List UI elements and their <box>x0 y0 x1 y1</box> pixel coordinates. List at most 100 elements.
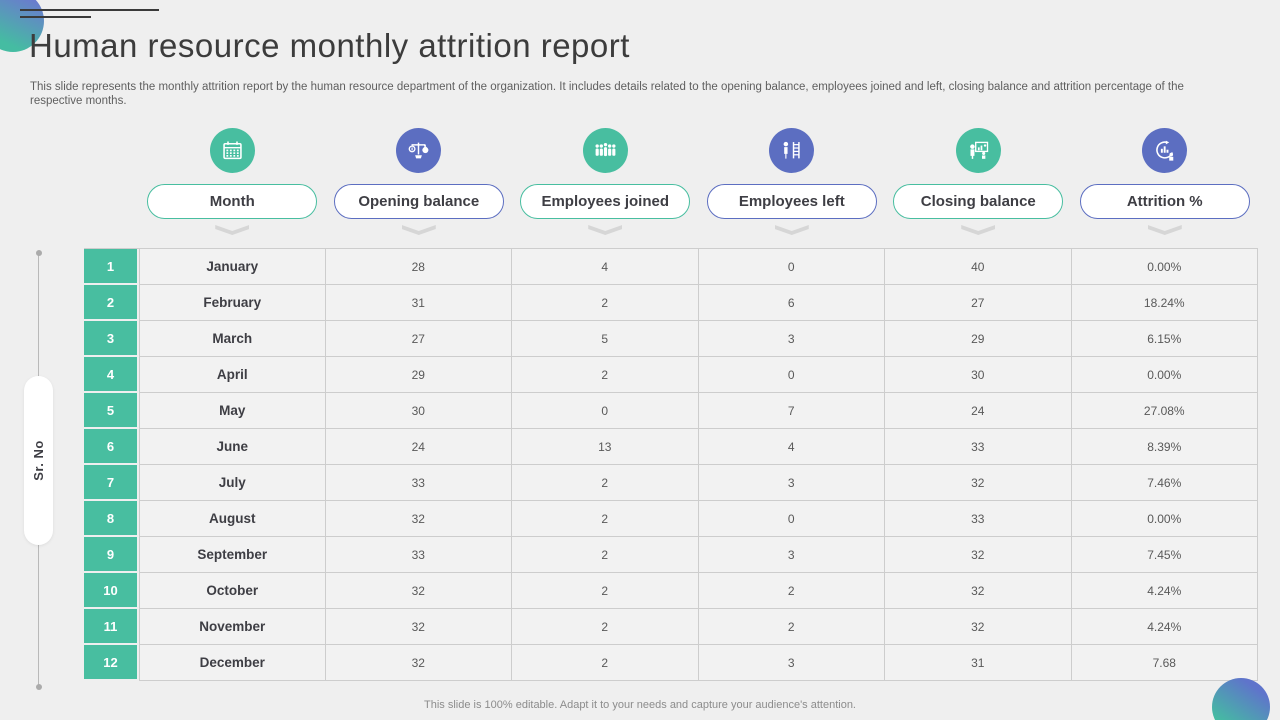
month-cell: October <box>139 573 326 609</box>
employees-left-cell: 3 <box>698 537 885 573</box>
opening-balance-cell: 32 <box>325 645 512 681</box>
column-header-attrition[interactable]: Attrition % <box>1079 184 1250 219</box>
opening-balance-cell: 32 <box>325 609 512 645</box>
closing-balance-cell: 27 <box>885 285 1072 321</box>
chevron-down-icon <box>215 225 250 235</box>
title-accent-line-long <box>20 9 159 11</box>
column-header-closing-balance[interactable]: Closing balance <box>893 184 1064 219</box>
column-header-employees-left[interactable]: Employees left <box>706 184 877 219</box>
opening-balance-cell: 30 <box>325 393 512 429</box>
chevron-down-icon <box>588 225 623 235</box>
calendar-icon <box>209 128 255 173</box>
employees-left-cell: 4 <box>698 429 885 465</box>
column-header-group: Employees joined <box>512 128 699 235</box>
employees-left-cell: 3 <box>698 465 885 501</box>
closing-balance-cell: 32 <box>885 609 1072 645</box>
opening-balance-cell: 31 <box>325 285 512 321</box>
column-header-label: Opening balance <box>358 193 480 210</box>
sr-no-label-pill: Sr. No <box>24 376 53 545</box>
row-number-cell: 4 <box>84 357 139 393</box>
slide-description: This slide represents the monthly attrit… <box>30 81 1184 107</box>
employees-left-cell: 6 <box>698 285 885 321</box>
employees-joined-cell: 5 <box>512 321 699 357</box>
closing-balance-cell: 30 <box>885 357 1072 393</box>
attrition-cell: 0.00% <box>1071 249 1258 285</box>
row-number-cell: 1 <box>84 249 139 285</box>
attrition-cell: 27.08% <box>1071 393 1258 429</box>
closing-balance-cell: 32 <box>885 573 1072 609</box>
sr-no-label: Sr. No <box>31 440 47 481</box>
attrition-cell: 8.39% <box>1071 429 1258 465</box>
row-number-cell: 10 <box>84 573 139 609</box>
closing-balance-cell: 32 <box>885 537 1072 573</box>
employees-left-cell: 2 <box>698 609 885 645</box>
chart-cycle-icon <box>1142 128 1188 173</box>
closing-balance-cell: 33 <box>885 429 1072 465</box>
attrition-cell: 18.24% <box>1071 285 1258 321</box>
column-header-group: Opening balance <box>326 128 513 235</box>
attrition-cell: 7.46% <box>1071 465 1258 501</box>
employees-joined-cell: 2 <box>512 357 699 393</box>
row-number-cell: 9 <box>84 537 139 573</box>
column-header-group: Month <box>139 128 326 235</box>
column-header-label: Attrition % <box>1126 193 1203 210</box>
chevron-down-icon <box>401 225 436 235</box>
opening-balance-cell: 29 <box>325 357 512 393</box>
employees-group-icon <box>582 128 628 173</box>
opening-balance-cell: 32 <box>325 573 512 609</box>
closing-balance-cell: 31 <box>885 645 1072 681</box>
column-header-group: Closing balance <box>885 128 1072 235</box>
employees-left-cell: 3 <box>698 321 885 357</box>
month-cell: December <box>139 645 326 681</box>
opening-balance-cell: 27 <box>325 321 512 357</box>
row-number-cell: 5 <box>84 393 139 429</box>
title-accent-line-short <box>20 16 91 18</box>
balance-scale-icon <box>396 128 442 173</box>
attrition-cell: 0.00% <box>1071 357 1258 393</box>
page-title: Human resource monthly attrition report <box>29 27 630 64</box>
opening-balance-cell: 33 <box>325 465 512 501</box>
employees-joined-cell: 2 <box>512 501 699 537</box>
attrition-cell: 7.68 <box>1071 645 1258 681</box>
chevron-down-icon <box>1147 225 1182 235</box>
employees-left-cell: 0 <box>698 249 885 285</box>
employees-left-cell: 0 <box>698 501 885 537</box>
employees-left-cell: 7 <box>698 393 885 429</box>
employees-joined-cell: 2 <box>512 609 699 645</box>
footer-note: This slide is 100% editable. Adapt it to… <box>424 699 856 711</box>
attrition-table: 1 January 28 4 0 40 0.00% 2 February 31 … <box>84 248 1258 681</box>
row-number-cell: 2 <box>84 285 139 321</box>
row-number-cell: 3 <box>84 321 139 357</box>
person-ladder-icon <box>769 128 815 173</box>
employees-joined-cell: 2 <box>512 645 699 681</box>
month-cell: September <box>139 537 326 573</box>
opening-balance-cell: 24 <box>325 429 512 465</box>
column-header-label: Closing balance <box>920 193 1036 210</box>
employees-joined-cell: 2 <box>512 573 699 609</box>
column-header-employees-joined[interactable]: Employees joined <box>520 184 691 219</box>
corner-decoration-bottom-right <box>1212 678 1270 720</box>
month-cell: May <box>139 393 326 429</box>
employees-joined-cell: 2 <box>512 465 699 501</box>
opening-balance-cell: 33 <box>325 537 512 573</box>
presentation-icon <box>955 128 1001 173</box>
row-number-cell: 12 <box>84 645 139 681</box>
employees-joined-cell: 13 <box>512 429 699 465</box>
opening-balance-cell: 32 <box>325 501 512 537</box>
row-number-cell: 8 <box>84 501 139 537</box>
chevron-down-icon <box>961 225 996 235</box>
employees-left-cell: 2 <box>698 573 885 609</box>
month-cell: February <box>139 285 326 321</box>
employees-joined-cell: 4 <box>512 249 699 285</box>
employees-joined-cell: 2 <box>512 537 699 573</box>
opening-balance-cell: 28 <box>325 249 512 285</box>
month-cell: March <box>139 321 326 357</box>
employees-left-cell: 0 <box>698 357 885 393</box>
column-header-opening-balance[interactable]: Opening balance <box>333 184 504 219</box>
row-number-cell: 6 <box>84 429 139 465</box>
column-header-label: Employees joined <box>541 193 670 210</box>
column-header-group: Employees left <box>699 128 886 235</box>
column-header-month[interactable]: Month <box>147 184 318 219</box>
closing-balance-cell: 32 <box>885 465 1072 501</box>
closing-balance-cell: 33 <box>885 501 1072 537</box>
